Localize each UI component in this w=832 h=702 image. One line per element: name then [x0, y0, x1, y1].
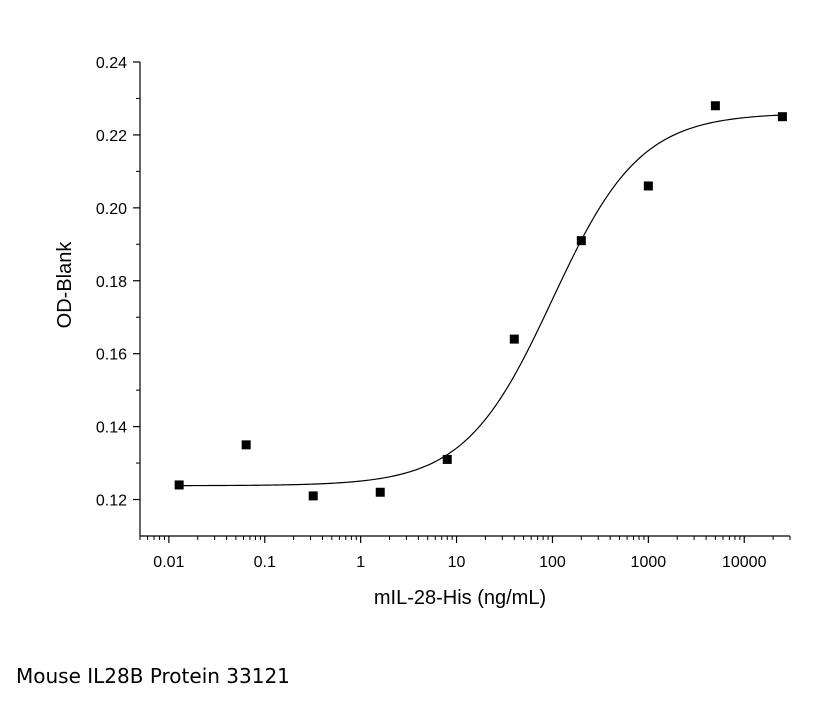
y-tick-label: 0.16: [96, 347, 127, 364]
y-tick-label: 0.22: [96, 128, 127, 145]
x-tick-label: 0.01: [153, 554, 184, 571]
x-tick-label: 1000: [631, 554, 667, 571]
chart-axes: [133, 61, 791, 543]
data-point: [442, 454, 452, 464]
data-point: [308, 491, 318, 501]
x-tick-label: 10000: [722, 554, 767, 571]
y-tick-label: 0.20: [96, 201, 127, 218]
x-tick-label: 1: [356, 554, 365, 571]
y-tick-label: 0.12: [96, 493, 127, 510]
y-tick-label: 0.24: [96, 55, 127, 72]
y-tick-label: 0.14: [96, 420, 127, 437]
data-point: [509, 334, 519, 344]
x-tick-label: 10: [448, 554, 466, 571]
y-tick-label: 0.18: [96, 274, 127, 291]
axis-labels: 0.12 0.14 0.16 0.18 0.20 0.22 0.24 0.01 0.1 1 10 10…: [54, 55, 767, 609]
data-point: [710, 101, 720, 111]
x-axis-title: mIL-28-His (ng/mL): [374, 587, 546, 609]
data-point: [576, 236, 586, 246]
data-point: [777, 112, 787, 122]
y-axis-title: OD-Blank: [54, 241, 76, 329]
x-tick-label: 0.1: [254, 554, 276, 571]
data-point: [375, 487, 385, 497]
data-point: [241, 440, 251, 450]
x-tick-label: 100: [539, 554, 566, 571]
fit-curve-layer: [179, 114, 783, 487]
fit-curve: [179, 114, 783, 487]
data-points-layer: [174, 101, 787, 501]
data-point: [174, 480, 184, 490]
figure-caption: Mouse IL28B Protein 33121: [16, 664, 290, 688]
data-point: [643, 181, 653, 191]
